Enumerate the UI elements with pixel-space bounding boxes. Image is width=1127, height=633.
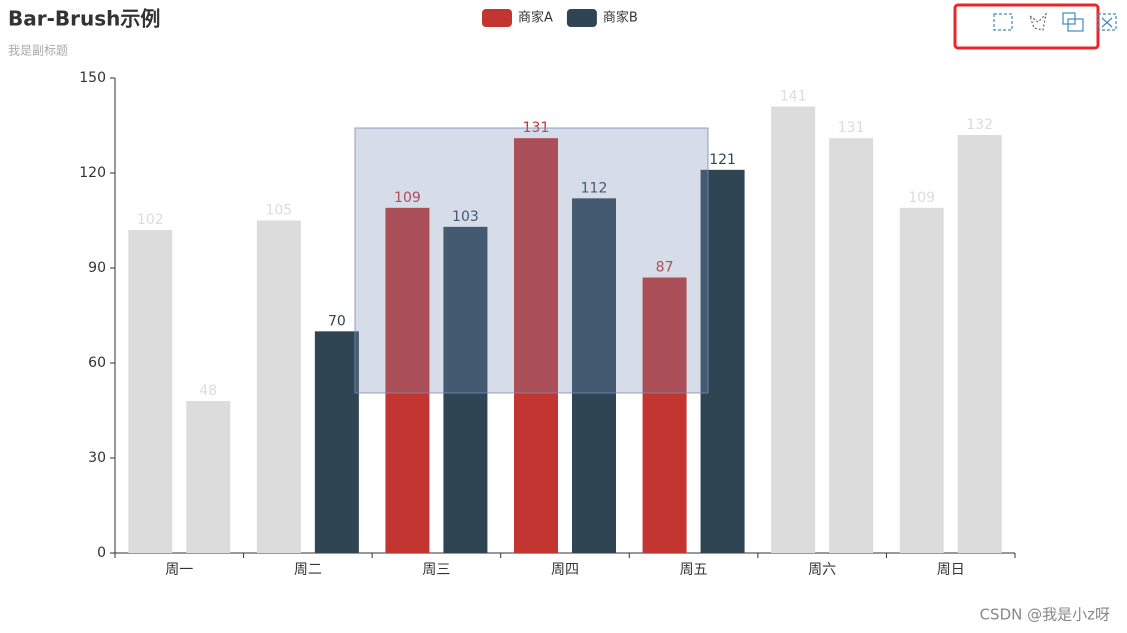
y-tick-label: 120 xyxy=(79,165,106,181)
legend-swatch xyxy=(566,9,597,27)
bar xyxy=(514,138,558,553)
bar xyxy=(186,401,231,553)
y-tick-label: 150 xyxy=(79,70,106,86)
watermark: CSDN @我是小z呀 xyxy=(980,606,1110,624)
legend: 商家A 商家B xyxy=(482,9,638,27)
polygon-brush-icon[interactable] xyxy=(1028,12,1047,31)
bar xyxy=(771,106,816,553)
value-label: 105 xyxy=(265,203,292,219)
chart-subtitle: 我是副标题 xyxy=(8,44,68,58)
y-tick-label: 0 xyxy=(97,545,106,561)
x-tick-label: 周四 xyxy=(551,562,579,578)
chart-title: Bar-Brush示例 xyxy=(8,7,160,31)
value-label: 109 xyxy=(908,190,935,206)
value-label: 48 xyxy=(199,383,217,399)
y-tick-label: 90 xyxy=(88,260,106,276)
bar xyxy=(385,207,430,554)
value-label: 141 xyxy=(780,89,807,105)
bar xyxy=(642,277,687,553)
clear-brush-icon[interactable] xyxy=(1097,13,1117,31)
x-tick-label: 周日 xyxy=(937,562,965,578)
x-tick-label: 周三 xyxy=(422,562,450,578)
legend-label: 商家B xyxy=(603,10,638,26)
x-tick-label: 周一 xyxy=(165,562,193,578)
value-label: 132 xyxy=(966,117,993,133)
keep-brush-icon[interactable] xyxy=(1062,12,1084,32)
bar xyxy=(829,138,874,553)
y-tick-label: 60 xyxy=(88,355,106,371)
value-label: 102 xyxy=(137,212,164,228)
brush-area xyxy=(354,127,709,394)
bar xyxy=(957,135,1002,553)
value-label: 112 xyxy=(581,180,608,196)
value-label: 87 xyxy=(656,260,674,276)
toolbox xyxy=(953,3,1117,50)
x-tick-label: 周二 xyxy=(294,562,322,578)
bar xyxy=(128,230,173,553)
value-label: 103 xyxy=(452,209,479,225)
bar xyxy=(314,331,359,553)
legend-label: 商家A xyxy=(518,10,553,26)
bar xyxy=(572,198,616,554)
highlight-box xyxy=(953,3,1100,50)
value-label: 109 xyxy=(394,190,421,206)
value-label: 70 xyxy=(328,313,346,329)
bar xyxy=(443,226,488,554)
y-tick-label: 30 xyxy=(88,450,106,466)
bar xyxy=(899,207,944,554)
x-tick-label: 周六 xyxy=(808,562,836,578)
bar xyxy=(256,220,301,553)
x-tick-label: 周五 xyxy=(680,562,708,578)
value-label: 131 xyxy=(838,120,865,136)
value-label: 121 xyxy=(709,152,736,168)
rect-brush-icon[interactable] xyxy=(993,13,1013,31)
legend-swatch xyxy=(482,9,512,27)
